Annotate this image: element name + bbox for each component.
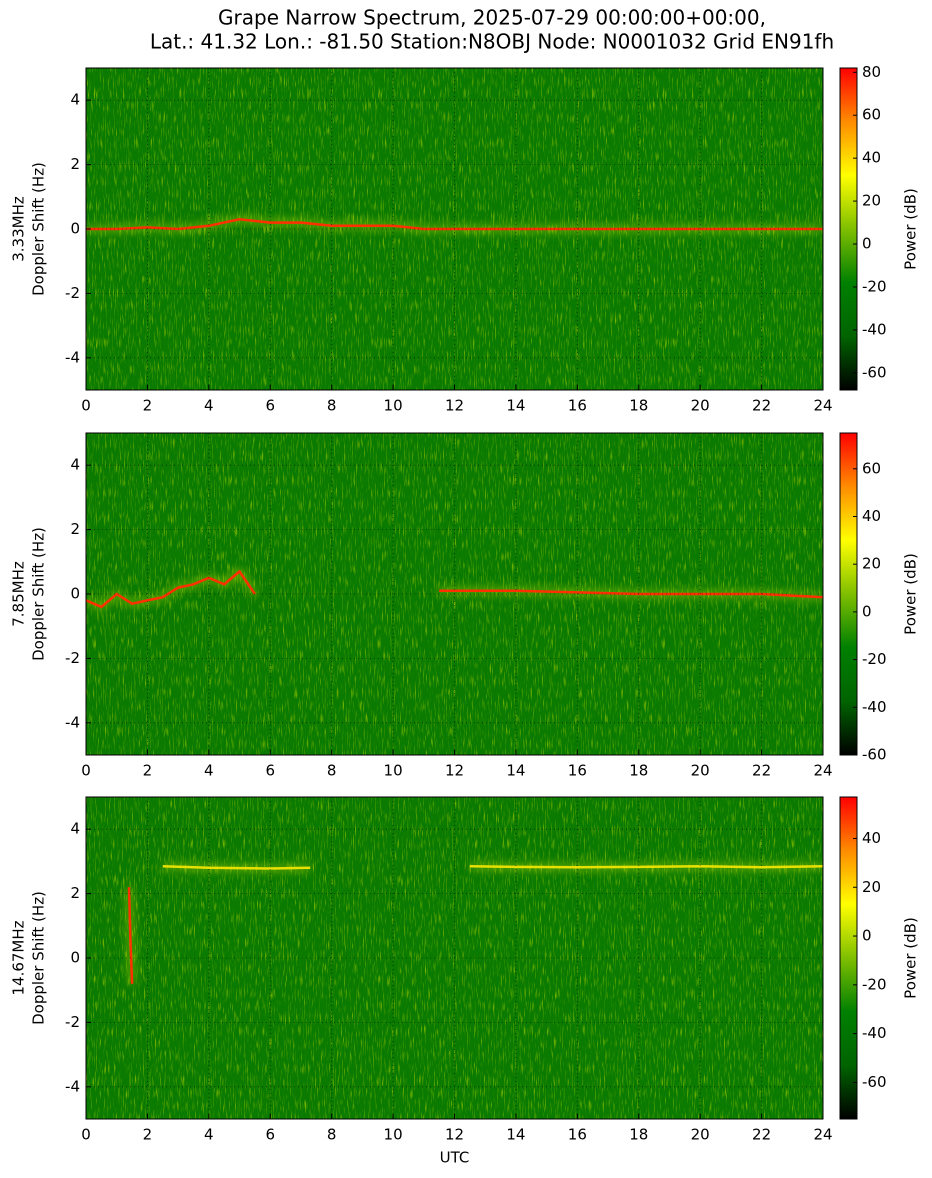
- x-tick-label: 0: [81, 397, 91, 415]
- colorbar-tick-label: 0: [862, 602, 872, 620]
- colorbar: [839, 796, 858, 1120]
- y-tick-label: 0: [70, 949, 80, 967]
- x-tick-label: 4: [204, 397, 214, 415]
- colorbar-tick-label: 80: [862, 63, 881, 81]
- x-tick-label: 22: [752, 762, 771, 780]
- x-tick-label: 16: [568, 1126, 587, 1144]
- x-tick-label: 6: [265, 762, 275, 780]
- x-tick-label: 10: [384, 397, 403, 415]
- y-axis-label: 3.33MHz: [10, 196, 28, 262]
- x-tick-label: 22: [752, 397, 771, 415]
- plot-frame: [85, 796, 824, 1120]
- y-tick-label: 4: [70, 91, 80, 109]
- colorbar-label: Power (dB): [902, 917, 920, 999]
- y-axis-label: Doppler Shift (Hz): [30, 527, 48, 661]
- x-tick-label: 16: [568, 762, 587, 780]
- x-tick-label: 24: [813, 1126, 832, 1144]
- x-tick-label: 6: [265, 1126, 275, 1144]
- x-tick-label: 8: [327, 762, 337, 780]
- colorbar-tick-label: 40: [862, 149, 881, 167]
- y-tick-label: 2: [70, 884, 80, 902]
- colorbar: [839, 432, 858, 756]
- x-tick-label: 0: [81, 1126, 91, 1144]
- doppler-trace: [162, 864, 823, 870]
- x-tick-label: 22: [752, 1126, 771, 1144]
- colorbar-tick-label: -20: [862, 650, 887, 668]
- y-tick-label: -4: [65, 348, 80, 366]
- x-tick-label: 14: [506, 762, 525, 780]
- x-tick-label: 8: [327, 397, 337, 415]
- x-tick-label: 10: [384, 1126, 403, 1144]
- colorbar-tick-label: -40: [862, 698, 887, 716]
- x-tick-label: 20: [691, 1126, 710, 1144]
- colorbar: [839, 67, 858, 391]
- colorbar-tick-label: 20: [862, 555, 881, 573]
- y-axis-label: 7.85MHz: [10, 561, 28, 627]
- x-tick-label: 14: [506, 397, 525, 415]
- colorbar-tick-label: 20: [862, 192, 881, 210]
- x-tick-label: 24: [813, 762, 832, 780]
- y-tick-label: -4: [65, 713, 80, 731]
- traces: [86, 569, 823, 609]
- plot-frame: [85, 67, 824, 391]
- x-tick-label: 8: [327, 1126, 337, 1144]
- title-line: Lat.: 41.32 Lon.: -81.50 Station:N8OBJ N…: [150, 30, 834, 54]
- y-tick-label: 0: [70, 585, 80, 603]
- y-tick-label: -2: [65, 649, 80, 667]
- colorbar-tick-label: -60: [862, 363, 887, 381]
- colorbar-tick-label: -20: [862, 277, 887, 295]
- colorbar-tick-label: -40: [862, 1024, 887, 1042]
- x-tick-label: 2: [143, 762, 153, 780]
- x-tick-label: 2: [143, 1126, 153, 1144]
- y-axis-label: Doppler Shift (Hz): [30, 891, 48, 1025]
- colorbar-tick-label: 0: [862, 235, 872, 253]
- x-tick-label: 12: [445, 397, 464, 415]
- colorbar-tick-label: -40: [862, 320, 887, 338]
- colorbar-label: Power (dB): [902, 188, 920, 270]
- x-tick-label: 4: [204, 762, 214, 780]
- y-tick-label: -2: [65, 284, 80, 302]
- x-tick-label: 16: [568, 397, 587, 415]
- x-tick-label: 6: [265, 397, 275, 415]
- doppler-trace: [86, 569, 823, 609]
- y-tick-label: 2: [70, 155, 80, 173]
- doppler-trace: [127, 887, 134, 984]
- x-tick-label: 10: [384, 762, 403, 780]
- title-line: Grape Narrow Spectrum, 2025-07-29 00:00:…: [218, 6, 766, 30]
- colorbar-tick-label: 60: [862, 106, 881, 124]
- x-tick-label: 24: [813, 397, 832, 415]
- x-tick-label: 20: [691, 762, 710, 780]
- x-tick-label: 14: [506, 1126, 525, 1144]
- colorbar-tick-label: 20: [862, 878, 881, 896]
- colorbar-tick-label: 60: [862, 459, 881, 477]
- x-axis-label: UTC: [440, 1149, 470, 1167]
- y-tick-label: 0: [70, 220, 80, 238]
- y-tick-label: 4: [70, 456, 80, 474]
- x-tick-label: 2: [143, 397, 153, 415]
- x-tick-label: 18: [629, 397, 648, 415]
- y-tick-label: 2: [70, 520, 80, 538]
- y-tick-label: 4: [70, 820, 80, 838]
- x-tick-label: 0: [81, 762, 91, 780]
- colorbar-tick-label: 40: [862, 829, 881, 847]
- x-tick-label: 18: [629, 762, 648, 780]
- plot-frame: [85, 432, 824, 756]
- x-tick-label: 20: [691, 397, 710, 415]
- colorbar-tick-label: -60: [862, 746, 887, 764]
- y-tick-label: -2: [65, 1013, 80, 1031]
- x-tick-label: 18: [629, 1126, 648, 1144]
- x-tick-label: 4: [204, 1126, 214, 1144]
- x-tick-label: 12: [445, 1126, 464, 1144]
- colorbar-tick-label: 0: [862, 927, 872, 945]
- colorbar-tick-label: -60: [862, 1073, 887, 1091]
- y-axis-label: 14.67MHz: [10, 920, 28, 995]
- y-tick-label: -4: [65, 1077, 80, 1095]
- traces: [127, 864, 823, 984]
- x-tick-label: 12: [445, 762, 464, 780]
- colorbar-tick-label: 40: [862, 507, 881, 525]
- colorbar-tick-label: -20: [862, 975, 887, 993]
- y-axis-label: Doppler Shift (Hz): [30, 162, 48, 296]
- colorbar-label: Power (dB): [902, 553, 920, 635]
